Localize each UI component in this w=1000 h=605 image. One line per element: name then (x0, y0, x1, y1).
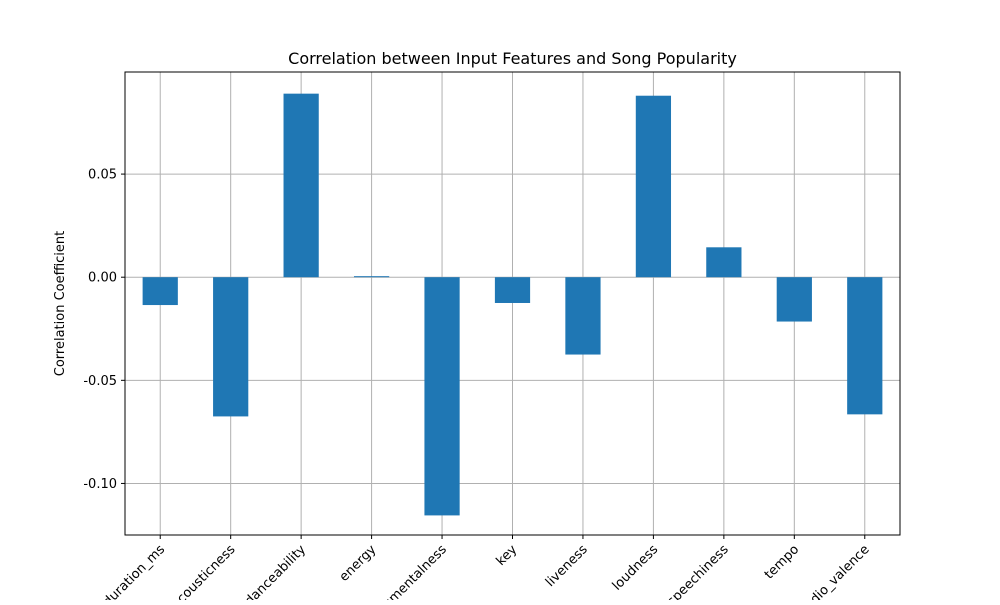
y-tick-label: -0.05 (83, 374, 117, 389)
y-tick-label: -0.10 (83, 477, 117, 492)
y-axis-label: Correlation Coefficient (53, 231, 68, 377)
y-tick-label: 0.00 (88, 271, 117, 286)
bar-acousticness (213, 277, 249, 417)
bar-loudness (635, 95, 672, 278)
bars-layer (142, 93, 883, 516)
bar-energy (353, 276, 390, 278)
bar-key (494, 277, 531, 303)
bar-audio_valence (847, 277, 883, 415)
bar-tempo (776, 277, 812, 322)
bar-speechiness (706, 247, 742, 278)
y-tick-label: 0.05 (88, 168, 117, 183)
bar-instrumentalness (424, 277, 460, 516)
bar-liveness (565, 277, 601, 355)
y-ticks-layer: -0.10 -0.05 0.00 0.05 (83, 168, 125, 492)
bar-duration_ms (142, 277, 178, 306)
axes-layer (124, 71, 901, 539)
chart-title: Correlation between Input Features and S… (288, 49, 737, 68)
bar-danceability (283, 93, 319, 278)
